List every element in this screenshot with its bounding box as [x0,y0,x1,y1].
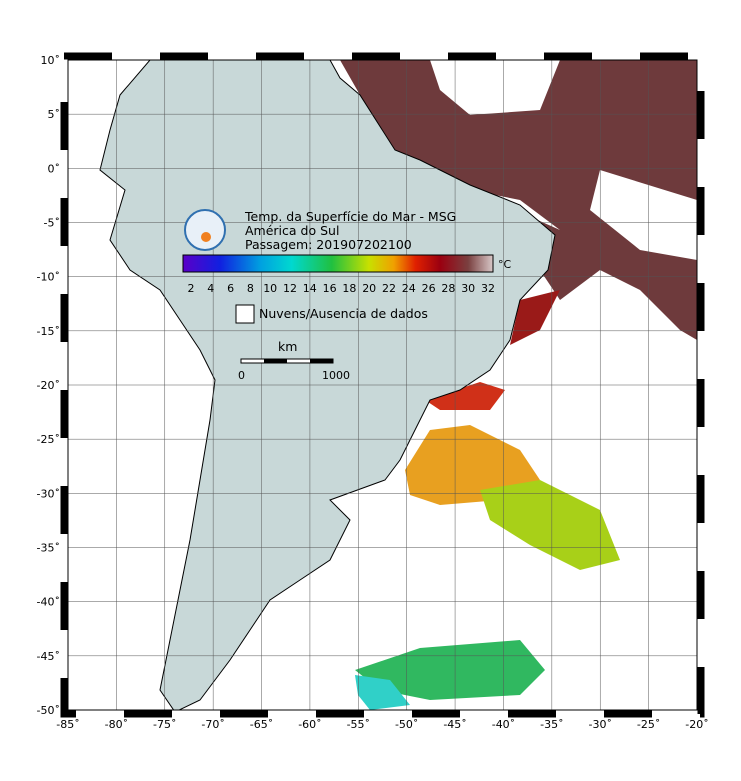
sst-orange [405,425,540,505]
lat-label: 0˚ [48,162,61,175]
lat-label: -20˚ [37,379,60,392]
lon-label: -30˚ [588,718,611,731]
lon-label: -20˚ [685,718,708,731]
lon-label: -55˚ [347,718,370,731]
lon-label: -60˚ [298,718,321,731]
colorbar-label: 22 [382,282,396,295]
lat-label: 10˚ [41,54,61,67]
cloud-label: Nuvens/Ausencia de dados [259,306,428,321]
scale-bar-seg [310,359,333,363]
colorbar-label: 18 [342,282,356,295]
lat-label: -15˚ [37,325,60,338]
lon-label: -80˚ [105,718,128,731]
lon-label: -45˚ [443,718,466,731]
lat-label: -35˚ [37,542,60,555]
lat-label: -10˚ [37,271,60,284]
colorbar-label: 30 [461,282,475,295]
lat-label: 5˚ [48,108,61,121]
sst-green [355,640,545,700]
sst-south-warm [510,290,560,345]
lat-label: -50˚ [37,704,60,717]
sst-cyan [355,675,410,710]
map-frame [67,59,698,711]
lon-label: -50˚ [395,718,418,731]
lon-label: -65˚ [250,718,273,731]
logo [184,209,226,251]
scale-start: 0 [238,369,245,382]
legend-title: Temp. da Superfície do Mar - MSG [244,209,456,224]
colorbar-label: 14 [303,282,317,295]
colorbar-label: 12 [283,282,297,295]
lon-label: -70˚ [201,718,224,731]
cloud [430,60,697,260]
lon-label: -25˚ [637,718,660,731]
colorbar-unit: °C [498,258,512,271]
map-border [60,52,705,718]
legend: Temp. da Superfície do Mar - MSG América… [182,209,512,382]
map-area [68,60,697,710]
colorbar-label: 20 [362,282,376,295]
colorbar-label: 6 [227,282,234,295]
lat-label: -45˚ [37,650,60,663]
lon-label: -35˚ [540,718,563,731]
colorbar-label: 16 [323,282,337,295]
scale-end: 1000 [322,369,350,382]
legend-title: Passagem: 201907202100 [245,237,412,252]
graticule [68,60,697,710]
cloud-swatch [235,304,255,324]
colorbar-label: 8 [247,282,254,295]
colorbar-label: 24 [402,282,416,295]
lon-label: -85˚ [56,718,79,731]
logo-dot [201,232,211,242]
lon-label: -40˚ [492,718,515,731]
lat-label: -5˚ [44,217,60,230]
colorbar-label: 26 [422,282,436,295]
colorbar [182,254,494,273]
scale-bar-seg [264,359,287,363]
lat-label: -40˚ [37,596,60,609]
colorbar-label: 28 [441,282,455,295]
lon-label: -75˚ [153,718,176,731]
colorbar-label: 10 [263,282,277,295]
lat-label: -30˚ [37,487,60,500]
colorbar-label: 2 [188,282,195,295]
colorbar-label: 32 [481,282,495,295]
legend-title: América do Sul [245,223,339,238]
colorbar-label: 4 [207,282,214,295]
lat-label: -25˚ [37,433,60,446]
sst-red [425,382,505,410]
scale-unit: km [278,339,297,354]
